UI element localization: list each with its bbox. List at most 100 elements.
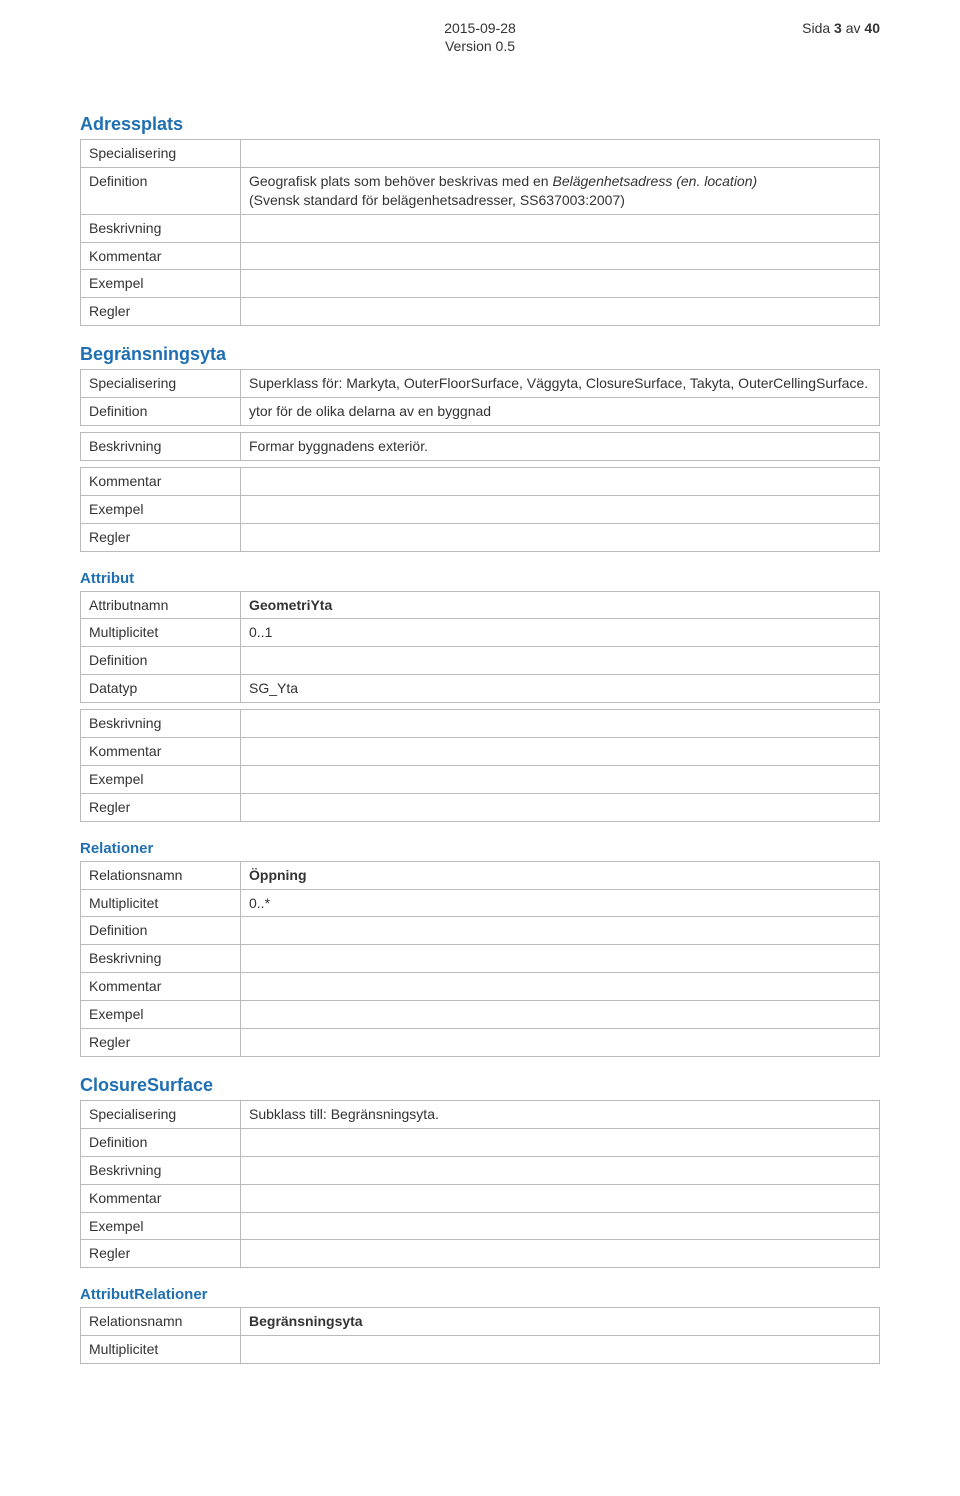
value-kommentar xyxy=(241,738,880,766)
row-specialisering: Specialisering Subklass till: Begränsnin… xyxy=(81,1100,880,1128)
label-regler: Regler xyxy=(81,793,241,821)
row-exempel: Exempel xyxy=(81,1001,880,1029)
row-regler: Regler xyxy=(81,523,880,551)
label-regler: Regler xyxy=(81,1240,241,1268)
label-specialisering: Specialisering xyxy=(81,140,241,168)
value-specialisering xyxy=(241,140,880,168)
value-beskrivning xyxy=(241,945,880,973)
section-title-attribut: Attribut xyxy=(80,570,880,587)
label-kommentar: Kommentar xyxy=(81,973,241,1001)
section-title-adressplats: Adressplats xyxy=(80,114,880,135)
label-kommentar: Kommentar xyxy=(81,1184,241,1212)
row-relationsnamn: Relationsnamn Begränsningsyta xyxy=(81,1308,880,1336)
value-exempel xyxy=(241,1212,880,1240)
label-beskrivning: Beskrivning xyxy=(81,1156,241,1184)
attribut-table-2: Beskrivning Kommentar Exempel Regler xyxy=(80,709,880,822)
row-multiplicitet: Multiplicitet 0..* xyxy=(81,889,880,917)
value-multiplicitet: 0..* xyxy=(241,889,880,917)
value-beskrivning xyxy=(241,214,880,242)
page-current: 3 xyxy=(834,20,842,36)
row-definition: Definition xyxy=(81,1128,880,1156)
row-definition: Definition xyxy=(81,647,880,675)
value-kommentar xyxy=(241,973,880,1001)
label-attributnamn: Attributnamn xyxy=(81,591,241,619)
def-em: Belägenhetsadress (en. location) xyxy=(552,173,757,189)
row-definition: Definition xyxy=(81,917,880,945)
label-definition: Definition xyxy=(81,167,241,214)
section-title-relationer: Relationer xyxy=(80,840,880,857)
label-beskrivning: Beskrivning xyxy=(81,214,241,242)
row-datatyp: Datatyp SG_Yta xyxy=(81,675,880,703)
row-beskrivning: Beskrivning xyxy=(81,710,880,738)
page-sep: av xyxy=(842,20,865,36)
label-definition: Definition xyxy=(81,398,241,426)
row-kommentar: Kommentar xyxy=(81,242,880,270)
label-datatyp: Datatyp xyxy=(81,675,241,703)
value-beskrivning: Formar byggnadens exteriör. xyxy=(241,433,880,461)
label-regler: Regler xyxy=(81,1029,241,1057)
label-exempel: Exempel xyxy=(81,495,241,523)
row-beskrivning: Beskrivning Formar byggnadens exteriör. xyxy=(81,433,880,461)
value-specialisering: Superklass för: Markyta, OuterFloorSurfa… xyxy=(241,370,880,398)
row-regler: Regler xyxy=(81,1240,880,1268)
row-exempel: Exempel xyxy=(81,270,880,298)
row-kommentar: Kommentar xyxy=(81,467,880,495)
row-exempel: Exempel xyxy=(81,1212,880,1240)
row-specialisering: Specialisering Superklass för: Markyta, … xyxy=(81,370,880,398)
value-regler xyxy=(241,523,880,551)
closuresurface-table: Specialisering Subklass till: Begränsnin… xyxy=(80,1100,880,1268)
label-beskrivning: Beskrivning xyxy=(81,433,241,461)
label-multiplicitet: Multiplicitet xyxy=(81,889,241,917)
value-multiplicitet xyxy=(241,1336,880,1364)
row-kommentar: Kommentar xyxy=(81,738,880,766)
label-definition: Definition xyxy=(81,917,241,945)
row-exempel: Exempel xyxy=(81,765,880,793)
row-beskrivning: Beskrivning xyxy=(81,945,880,973)
value-multiplicitet: 0..1 xyxy=(241,619,880,647)
label-kommentar: Kommentar xyxy=(81,467,241,495)
label-specialisering: Specialisering xyxy=(81,370,241,398)
row-regler: Regler xyxy=(81,298,880,326)
value-regler xyxy=(241,793,880,821)
label-regler: Regler xyxy=(81,523,241,551)
attribut-table-1: Attributnamn GeometriYta Multiplicitet 0… xyxy=(80,591,880,704)
def-post: (Svensk standard för belägenhetsadresser… xyxy=(249,192,625,208)
header-date: 2015-09-28 xyxy=(80,20,880,36)
value-exempel xyxy=(241,765,880,793)
label-multiplicitet: Multiplicitet xyxy=(81,619,241,647)
label-relationsnamn: Relationsnamn xyxy=(81,1308,241,1336)
page-header: 2015-09-28 Sida 3 av 40 Version 0.5 xyxy=(80,20,880,54)
label-kommentar: Kommentar xyxy=(81,242,241,270)
value-definition: ytor för de olika delarna av en byggnad xyxy=(241,398,880,426)
label-exempel: Exempel xyxy=(81,765,241,793)
value-definition xyxy=(241,917,880,945)
value-definition: Geografisk plats som behöver beskrivas m… xyxy=(241,167,880,214)
label-exempel: Exempel xyxy=(81,1001,241,1029)
section-title-begransningsyta: Begränsningsyta xyxy=(80,344,880,365)
section-title-closuresurface: ClosureSurface xyxy=(80,1075,880,1096)
value-definition xyxy=(241,647,880,675)
row-multiplicitet: Multiplicitet 0..1 xyxy=(81,619,880,647)
row-definition: Definition ytor för de olika delarna av … xyxy=(81,398,880,426)
row-beskrivning: Beskrivning xyxy=(81,214,880,242)
row-regler: Regler xyxy=(81,793,880,821)
label-relationsnamn: Relationsnamn xyxy=(81,861,241,889)
value-attributnamn: GeometriYta xyxy=(241,591,880,619)
begransningsyta-table-2: Beskrivning Formar byggnadens exteriör. xyxy=(80,432,880,461)
adressplats-table: Specialisering Definition Geografisk pla… xyxy=(80,139,880,326)
value-kommentar xyxy=(241,242,880,270)
begransningsyta-table-3: Kommentar Exempel Regler xyxy=(80,467,880,552)
row-exempel: Exempel xyxy=(81,495,880,523)
label-regler: Regler xyxy=(81,298,241,326)
row-attributnamn: Attributnamn GeometriYta xyxy=(81,591,880,619)
header-page: Sida 3 av 40 xyxy=(802,20,880,36)
row-kommentar: Kommentar xyxy=(81,973,880,1001)
value-regler xyxy=(241,1029,880,1057)
label-multiplicitet: Multiplicitet xyxy=(81,1336,241,1364)
value-exempel xyxy=(241,1001,880,1029)
value-exempel xyxy=(241,495,880,523)
value-datatyp: SG_Yta xyxy=(241,675,880,703)
row-specialisering: Specialisering xyxy=(81,140,880,168)
def-pre: Geografisk plats som behöver beskrivas m… xyxy=(249,173,552,189)
value-relationsnamn: Öppning xyxy=(241,861,880,889)
